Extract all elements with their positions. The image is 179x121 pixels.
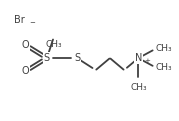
Text: CH₃: CH₃: [46, 40, 62, 49]
Text: O: O: [22, 66, 29, 76]
Text: N: N: [135, 53, 142, 63]
Text: CH₃: CH₃: [156, 63, 172, 72]
Text: S: S: [74, 53, 80, 63]
Text: +: +: [144, 58, 150, 64]
Text: CH₃: CH₃: [156, 44, 172, 53]
Text: −: −: [29, 20, 35, 26]
Text: Br: Br: [14, 15, 25, 25]
Text: S: S: [44, 53, 50, 63]
Text: CH₃: CH₃: [130, 83, 147, 92]
Text: O: O: [22, 40, 29, 50]
